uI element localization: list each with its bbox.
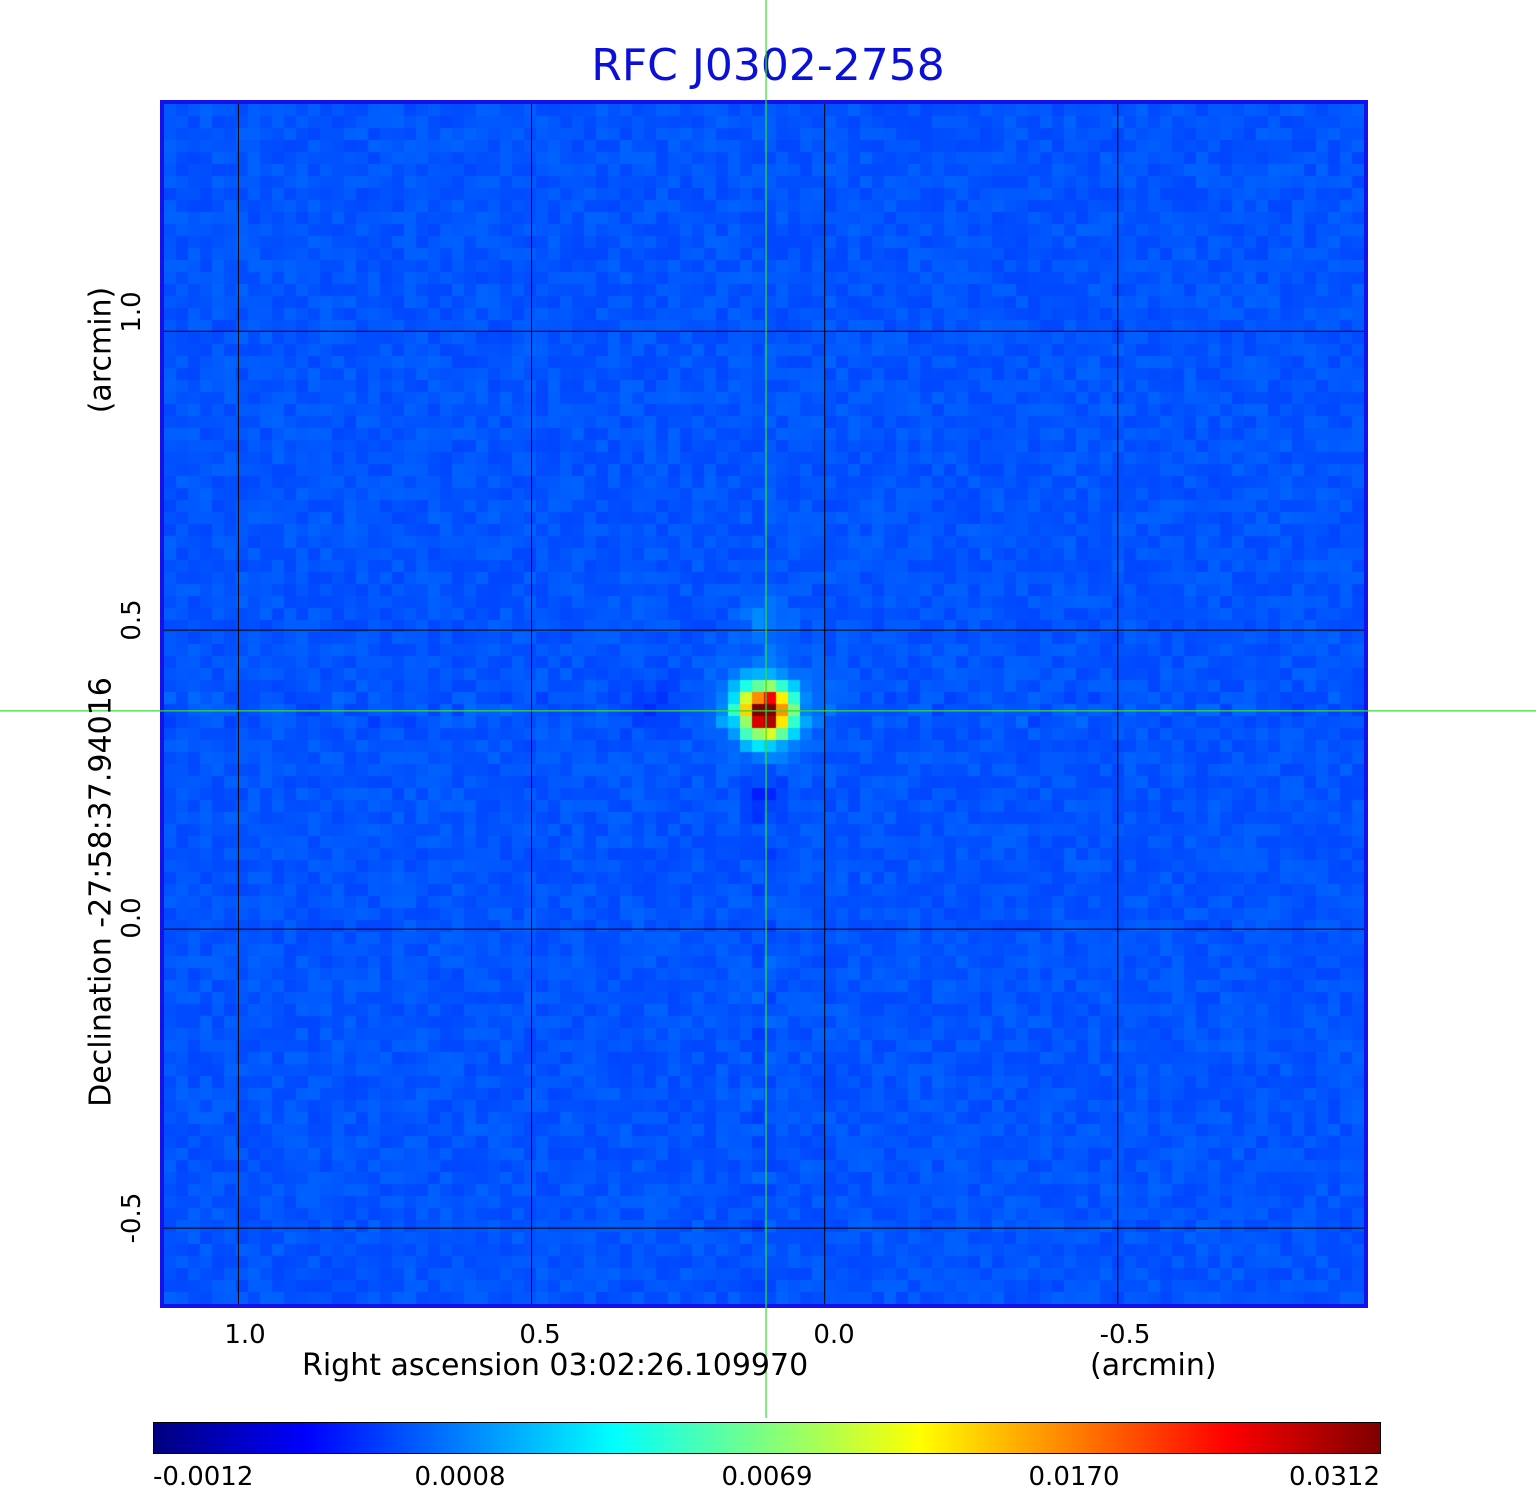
y-tick-label: 0.0 <box>117 897 147 939</box>
colorbar <box>153 1422 1381 1454</box>
y-tick-label: -0.5 <box>117 1192 147 1244</box>
x-axis-unit: (arcmin) <box>1090 1348 1217 1383</box>
y-axis-label: Declination -27:58:37.94016 <box>83 677 119 1107</box>
radio-intensity-map[interactable] <box>164 104 1364 1304</box>
colorbar-label: -0.0012 <box>153 1462 254 1492</box>
radio-image-panel[interactable] <box>160 100 1368 1308</box>
x-tick-label: 1.0 <box>224 1320 266 1350</box>
colorbar-label: 0.0312 <box>1289 1462 1380 1492</box>
x-tick-label: 0.0 <box>813 1320 855 1350</box>
colorbar-label: 0.0170 <box>1028 1462 1120 1492</box>
image-title: RFC J0302-2758 <box>591 40 945 91</box>
colorbar-label: 0.0008 <box>414 1462 506 1492</box>
x-tick-label: 0.5 <box>519 1320 561 1350</box>
y-axis-unit: (arcmin) <box>83 286 119 414</box>
x-tick-label: -0.5 <box>1099 1320 1151 1350</box>
x-axis-label: Right ascension 03:02:26.109970 <box>302 1348 809 1383</box>
y-tick-label: 0.5 <box>117 599 147 641</box>
colorbar-label: 0.0069 <box>721 1462 813 1492</box>
y-tick-label: 1.0 <box>117 291 147 333</box>
